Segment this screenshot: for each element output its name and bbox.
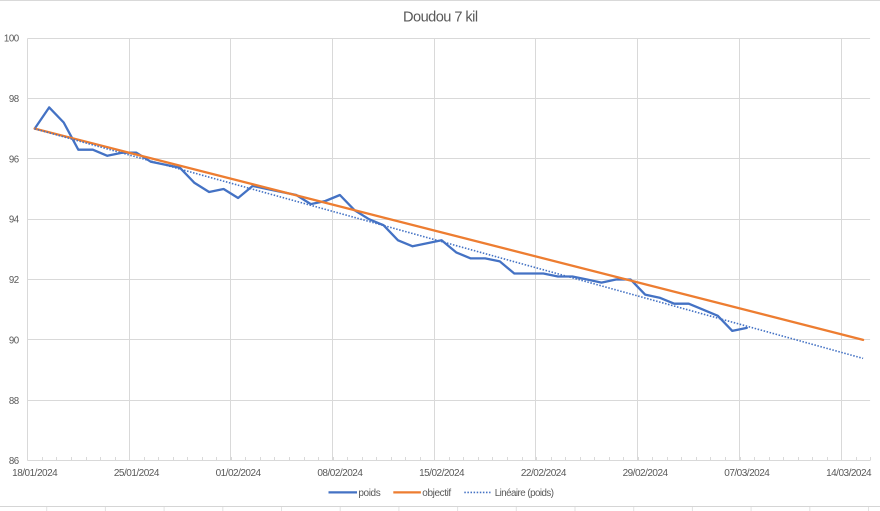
svg-text:15/02/2024: 15/02/2024: [419, 468, 465, 479]
svg-text:86: 86: [9, 456, 19, 467]
svg-text:29/02/2024: 29/02/2024: [623, 468, 669, 479]
svg-text:07/03/2024: 07/03/2024: [724, 468, 770, 479]
svg-text:22/02/2024: 22/02/2024: [521, 468, 567, 479]
svg-text:Doudou 7 kil: Doudou 7 kil: [403, 10, 478, 26]
svg-text:Linéaire (poids): Linéaire (poids): [495, 488, 554, 499]
svg-text:92: 92: [9, 275, 19, 286]
svg-text:14/03/2024: 14/03/2024: [826, 468, 872, 479]
svg-text:poids: poids: [358, 488, 380, 499]
svg-text:88: 88: [9, 396, 19, 407]
svg-text:96: 96: [9, 154, 19, 165]
svg-text:94: 94: [9, 215, 20, 226]
svg-text:objectif: objectif: [422, 488, 451, 499]
svg-text:01/02/2024: 01/02/2024: [216, 468, 262, 479]
svg-text:90: 90: [9, 335, 20, 346]
svg-text:08/02/2024: 08/02/2024: [317, 468, 363, 479]
svg-text:100: 100: [4, 34, 20, 45]
svg-text:18/01/2024: 18/01/2024: [12, 468, 58, 479]
svg-text:98: 98: [9, 94, 19, 105]
svg-text:25/01/2024: 25/01/2024: [114, 468, 160, 479]
